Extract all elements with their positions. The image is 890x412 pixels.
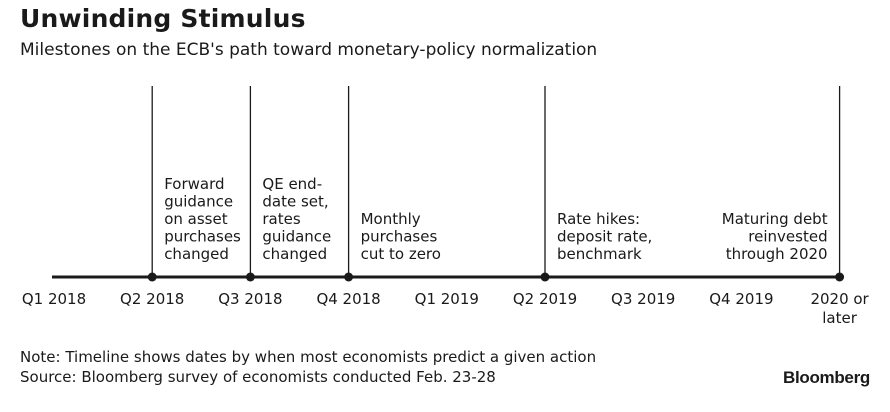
milestone-label: Forward (164, 175, 224, 193)
note-text: Note: Timeline shows dates by when most … (20, 348, 597, 366)
chart-subtitle: Milestones on the ECB's path toward mone… (20, 40, 598, 60)
tick-label: Q1 2018 (22, 290, 86, 308)
milestone-dot (245, 272, 255, 282)
milestone-label: purchases (361, 228, 438, 246)
milestone-label: changed (164, 245, 229, 263)
milestone-dot (344, 272, 354, 282)
milestone-label: through 2020 (726, 245, 828, 263)
milestone-label: purchases (164, 228, 241, 246)
tick-label: Q1 2019 (415, 290, 479, 308)
timeline-chart: Q1 2018 Q2 2018 Q3 2018 Q4 2018 Q1 2019 Q2 20… (22, 86, 870, 327)
milestone-label: guidance (262, 228, 331, 246)
milestone-label: on asset (164, 210, 228, 228)
source-text: Source: Bloomberg survey of economists c… (20, 368, 496, 386)
milestone-dot (147, 272, 157, 282)
milestone-label: Maturing debt (722, 210, 828, 228)
bloomberg-logo: Bloomberg (782, 368, 870, 387)
milestone-label: guidance (164, 193, 233, 211)
tick-label: 2020 or (810, 290, 869, 308)
milestone-label: reinvested (748, 228, 827, 246)
milestone-label: cut to zero (361, 245, 441, 263)
tick-label: Q4 2019 (709, 290, 773, 308)
tick-label: Q3 2019 (611, 290, 675, 308)
milestone-label: benchmark (557, 245, 642, 263)
tick-label: Q2 2019 (513, 290, 577, 308)
milestone-dot (540, 272, 550, 282)
tick-label: later (822, 309, 857, 327)
tick-label: Q4 2018 (316, 290, 380, 308)
notes-block: Note: Timeline shows dates by when most … (20, 347, 596, 387)
milestone-label: date set, (262, 193, 328, 211)
tick-label: Q2 2018 (120, 290, 184, 308)
milestone-label: Monthly (361, 210, 421, 228)
milestone-label: QE end- (262, 175, 322, 193)
tick-label: Q3 2018 (218, 290, 282, 308)
chart-title: Unwinding Stimulus (20, 4, 306, 33)
milestone-label: rates (262, 210, 300, 228)
milestone-label: changed (262, 245, 327, 263)
milestone-label: deposit rate, (557, 228, 652, 246)
milestone-label: Rate hikes: (557, 210, 640, 228)
milestone-dot (835, 272, 845, 282)
